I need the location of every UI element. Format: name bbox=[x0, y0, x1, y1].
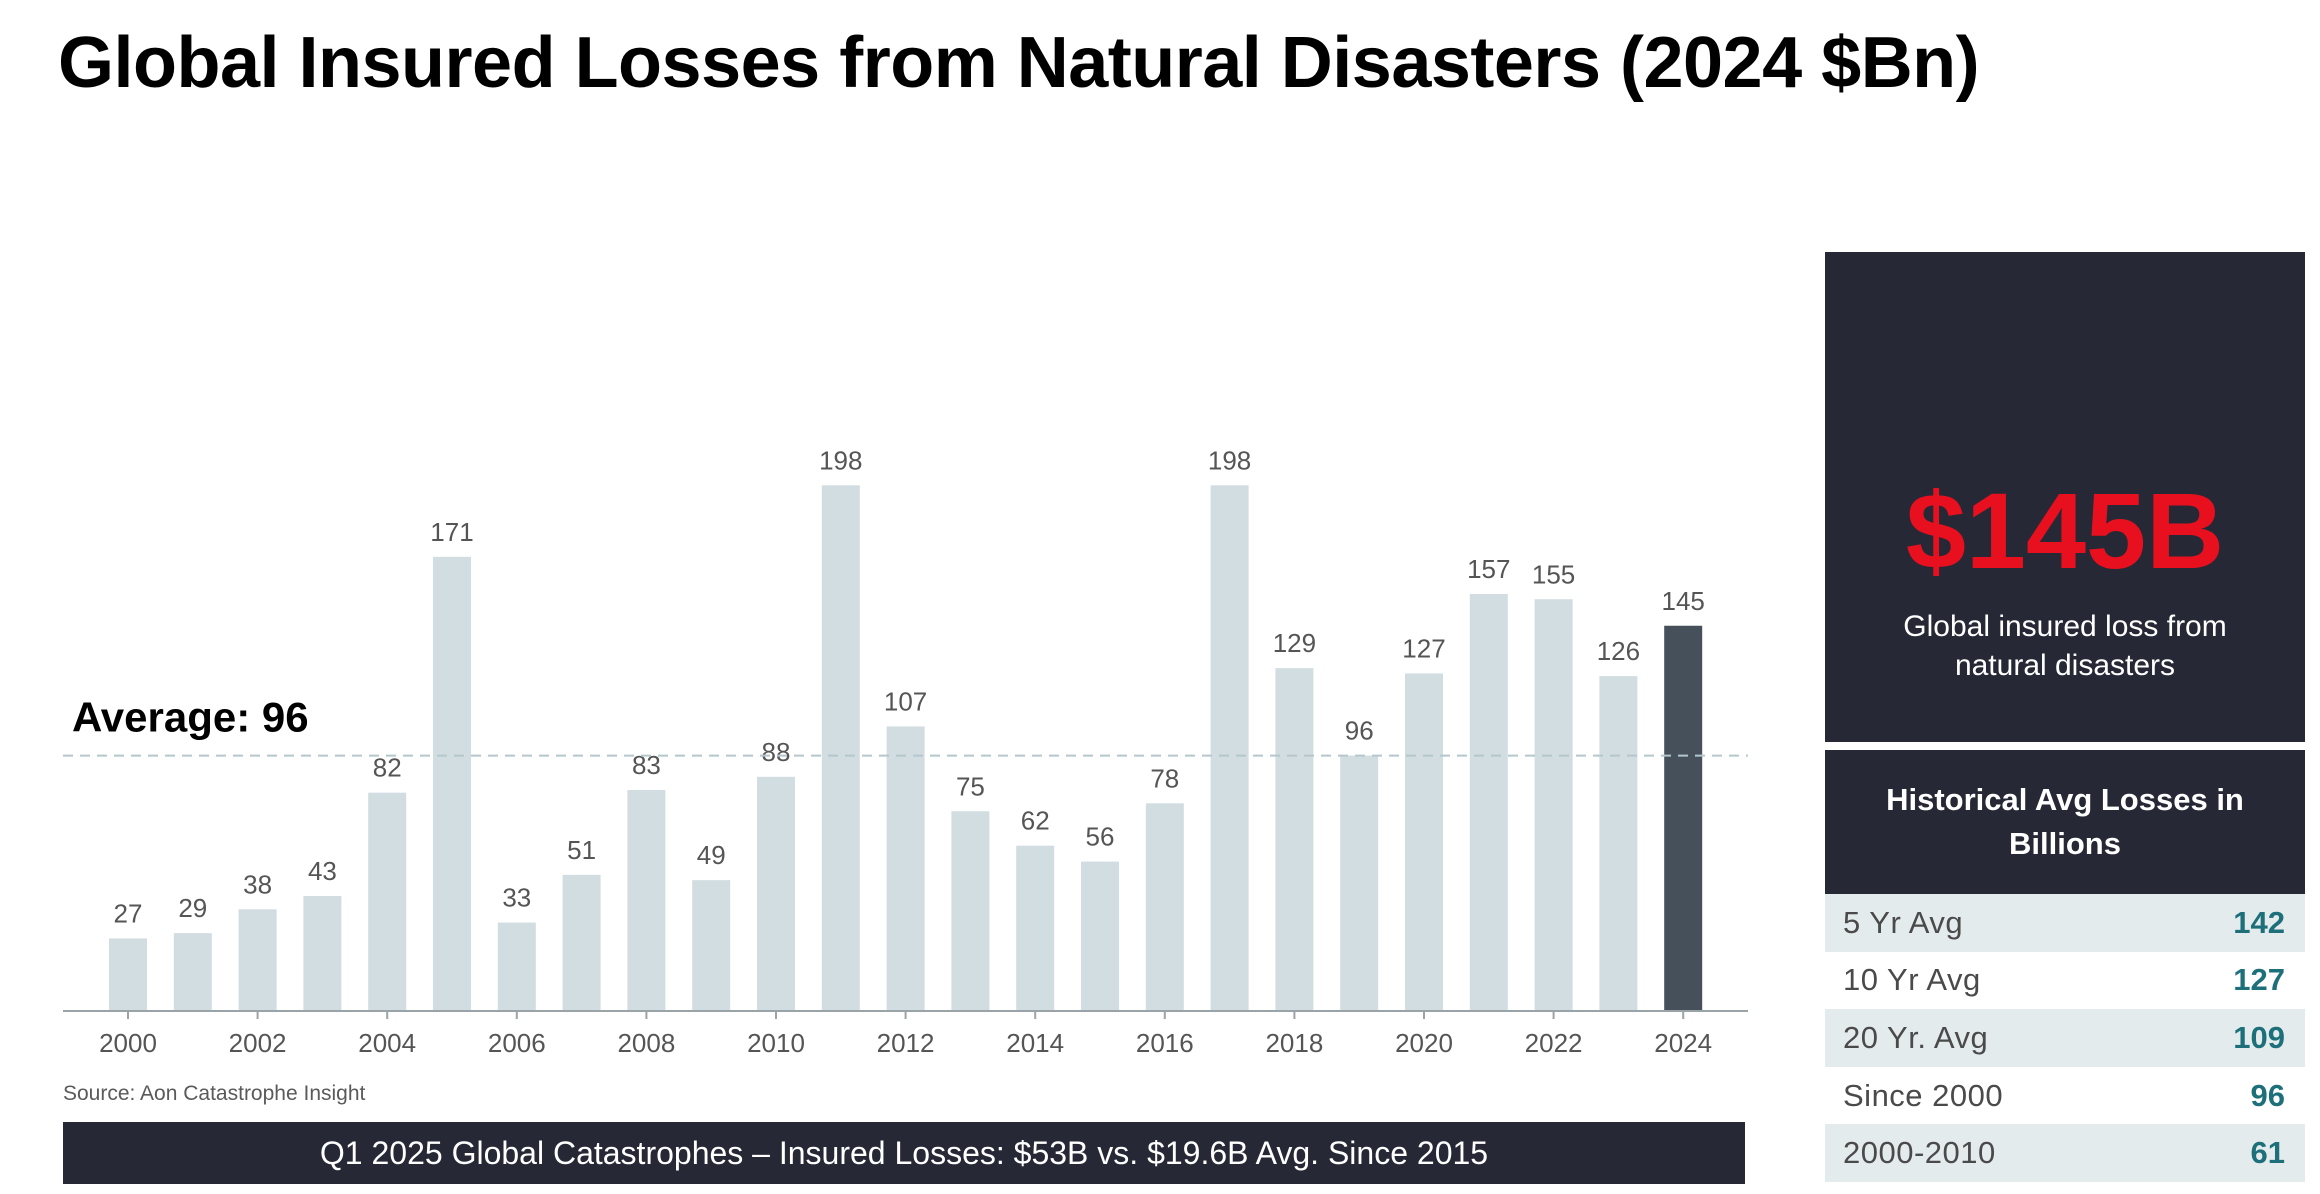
bar-value-label: 82 bbox=[373, 753, 402, 783]
headline-panel: $145B Global insured loss from natural d… bbox=[1825, 252, 2305, 742]
bar-2004 bbox=[368, 792, 407, 1010]
historical-table: 5 Yr Avg 142 10 Yr Avg 127 20 Yr. Avg 10… bbox=[1825, 894, 2305, 1182]
table-row: 2000-2010 61 bbox=[1825, 1124, 2305, 1182]
bar-value-label: 88 bbox=[762, 737, 791, 767]
bar-value-label: 27 bbox=[114, 898, 143, 928]
bar-2021 bbox=[1469, 593, 1508, 1010]
bar-value-label: 49 bbox=[697, 840, 726, 870]
bar-2010 bbox=[757, 776, 795, 1010]
bar-value-label: 75 bbox=[956, 771, 985, 801]
row-label: 5 Yr Avg bbox=[1843, 904, 1964, 940]
table-row: 5 Yr Avg 142 bbox=[1825, 894, 2305, 952]
bar-value-label: 96 bbox=[1345, 716, 1374, 746]
x-tick-label: 2012 bbox=[877, 1028, 935, 1058]
historical-table-title: Historical Avg Losses in Billions bbox=[1825, 750, 2305, 894]
row-value: 142 bbox=[2233, 904, 2285, 940]
bar-value-label: 198 bbox=[819, 445, 862, 475]
bar-2001 bbox=[173, 933, 212, 1010]
bar-value-label: 126 bbox=[1597, 636, 1640, 666]
row-value: 127 bbox=[2233, 962, 2285, 998]
footer-text: Q1 2025 Global Catastrophes – Insured Lo… bbox=[319, 1134, 1489, 1171]
x-tick-label: 2016 bbox=[1136, 1028, 1194, 1058]
bar-2019 bbox=[1340, 755, 1379, 1010]
bar-value-label: 33 bbox=[502, 883, 531, 913]
bar-2017 bbox=[1210, 485, 1249, 1010]
bar-2002 bbox=[238, 909, 277, 1010]
bar-2024 bbox=[1664, 625, 1703, 1010]
bar-2022 bbox=[1534, 599, 1573, 1010]
table-row: Since 2000 96 bbox=[1825, 1066, 2305, 1125]
bar-value-label: 129 bbox=[1273, 628, 1316, 658]
bar-value-label: 56 bbox=[1086, 822, 1115, 852]
row-label: 2000-2010 bbox=[1843, 1135, 1996, 1171]
table-row: 10 Yr Avg 127 bbox=[1825, 951, 2305, 1010]
x-tick-label: 2010 bbox=[747, 1028, 805, 1058]
row-label: 10 Yr Avg bbox=[1843, 962, 1981, 998]
bar-chart: 27 29 38 43 82 171 33 51 83 49 88 198 107 75 62 56 78 198… bbox=[63, 445, 1748, 1058]
bar-value-label: 38 bbox=[243, 869, 272, 899]
row-label: Since 2000 bbox=[1843, 1077, 2004, 1113]
bar-2005 bbox=[433, 556, 471, 1010]
source-note: Source: Aon Catastrophe Insight bbox=[63, 1082, 366, 1105]
x-tick-label: 2004 bbox=[358, 1028, 416, 1058]
row-value: 61 bbox=[2250, 1135, 2285, 1171]
x-tick-label: 2024 bbox=[1654, 1028, 1712, 1058]
bar-value-label: 171 bbox=[430, 517, 473, 547]
bar-2006 bbox=[497, 922, 536, 1010]
bar-2000 bbox=[109, 938, 147, 1010]
x-tick-label: 2008 bbox=[617, 1028, 675, 1058]
bar-2014 bbox=[1016, 845, 1055, 1010]
row-value: 96 bbox=[2250, 1077, 2285, 1113]
bar-2008 bbox=[627, 790, 666, 1010]
footer-banner: Q1 2025 Global Catastrophes – Insured Lo… bbox=[63, 1122, 1745, 1184]
bar-value-label: 145 bbox=[1662, 586, 1705, 616]
table-row: 20 Yr. Avg 109 bbox=[1825, 1009, 2305, 1067]
headline-caption: Global insured loss from natural disaste… bbox=[1903, 610, 2227, 682]
headline-value: $145B bbox=[1905, 470, 2225, 591]
bar-2011 bbox=[821, 485, 860, 1010]
x-tick-label: 2018 bbox=[1265, 1028, 1323, 1058]
bar-2018 bbox=[1275, 668, 1314, 1010]
x-tick-label: 2002 bbox=[229, 1028, 287, 1058]
historical-table-title-text: Historical Avg Losses in Billions bbox=[1886, 782, 2244, 861]
x-tick-label: 2022 bbox=[1525, 1028, 1583, 1058]
bar-value-label: 127 bbox=[1402, 633, 1445, 663]
x-tick-label: 2014 bbox=[1006, 1028, 1064, 1058]
bar-2009 bbox=[692, 880, 731, 1010]
page-title: Global Insured Losses from Natural Disas… bbox=[58, 23, 1980, 103]
row-value: 109 bbox=[2233, 1019, 2285, 1055]
bar-value-label: 43 bbox=[308, 856, 337, 886]
bar-value-label: 155 bbox=[1532, 559, 1575, 589]
bar-2003 bbox=[303, 896, 342, 1010]
bar-value-label: 83 bbox=[632, 750, 661, 780]
bar-2013 bbox=[951, 811, 990, 1010]
x-tick-label: 2000 bbox=[99, 1028, 157, 1058]
bar-2023 bbox=[1599, 676, 1638, 1010]
bar-value-label: 107 bbox=[884, 686, 927, 716]
bar-value-label: 29 bbox=[178, 893, 207, 923]
row-label: 20 Yr. Avg bbox=[1843, 1019, 1989, 1055]
bar-value-label: 198 bbox=[1208, 445, 1251, 475]
bar-2012 bbox=[886, 726, 925, 1010]
bar-value-label: 157 bbox=[1467, 554, 1510, 584]
bar-2016 bbox=[1145, 803, 1184, 1010]
bar-value-label: 62 bbox=[1021, 806, 1050, 836]
average-label: Average: 96 bbox=[72, 694, 309, 741]
bar-2020 bbox=[1405, 673, 1443, 1010]
bar-2015 bbox=[1081, 861, 1119, 1010]
x-tick-label: 2020 bbox=[1395, 1028, 1453, 1058]
bar-value-label: 51 bbox=[567, 835, 596, 865]
x-tick-label: 2006 bbox=[488, 1028, 546, 1058]
bar-value-label: 78 bbox=[1150, 763, 1179, 793]
bar-2007 bbox=[562, 874, 601, 1010]
